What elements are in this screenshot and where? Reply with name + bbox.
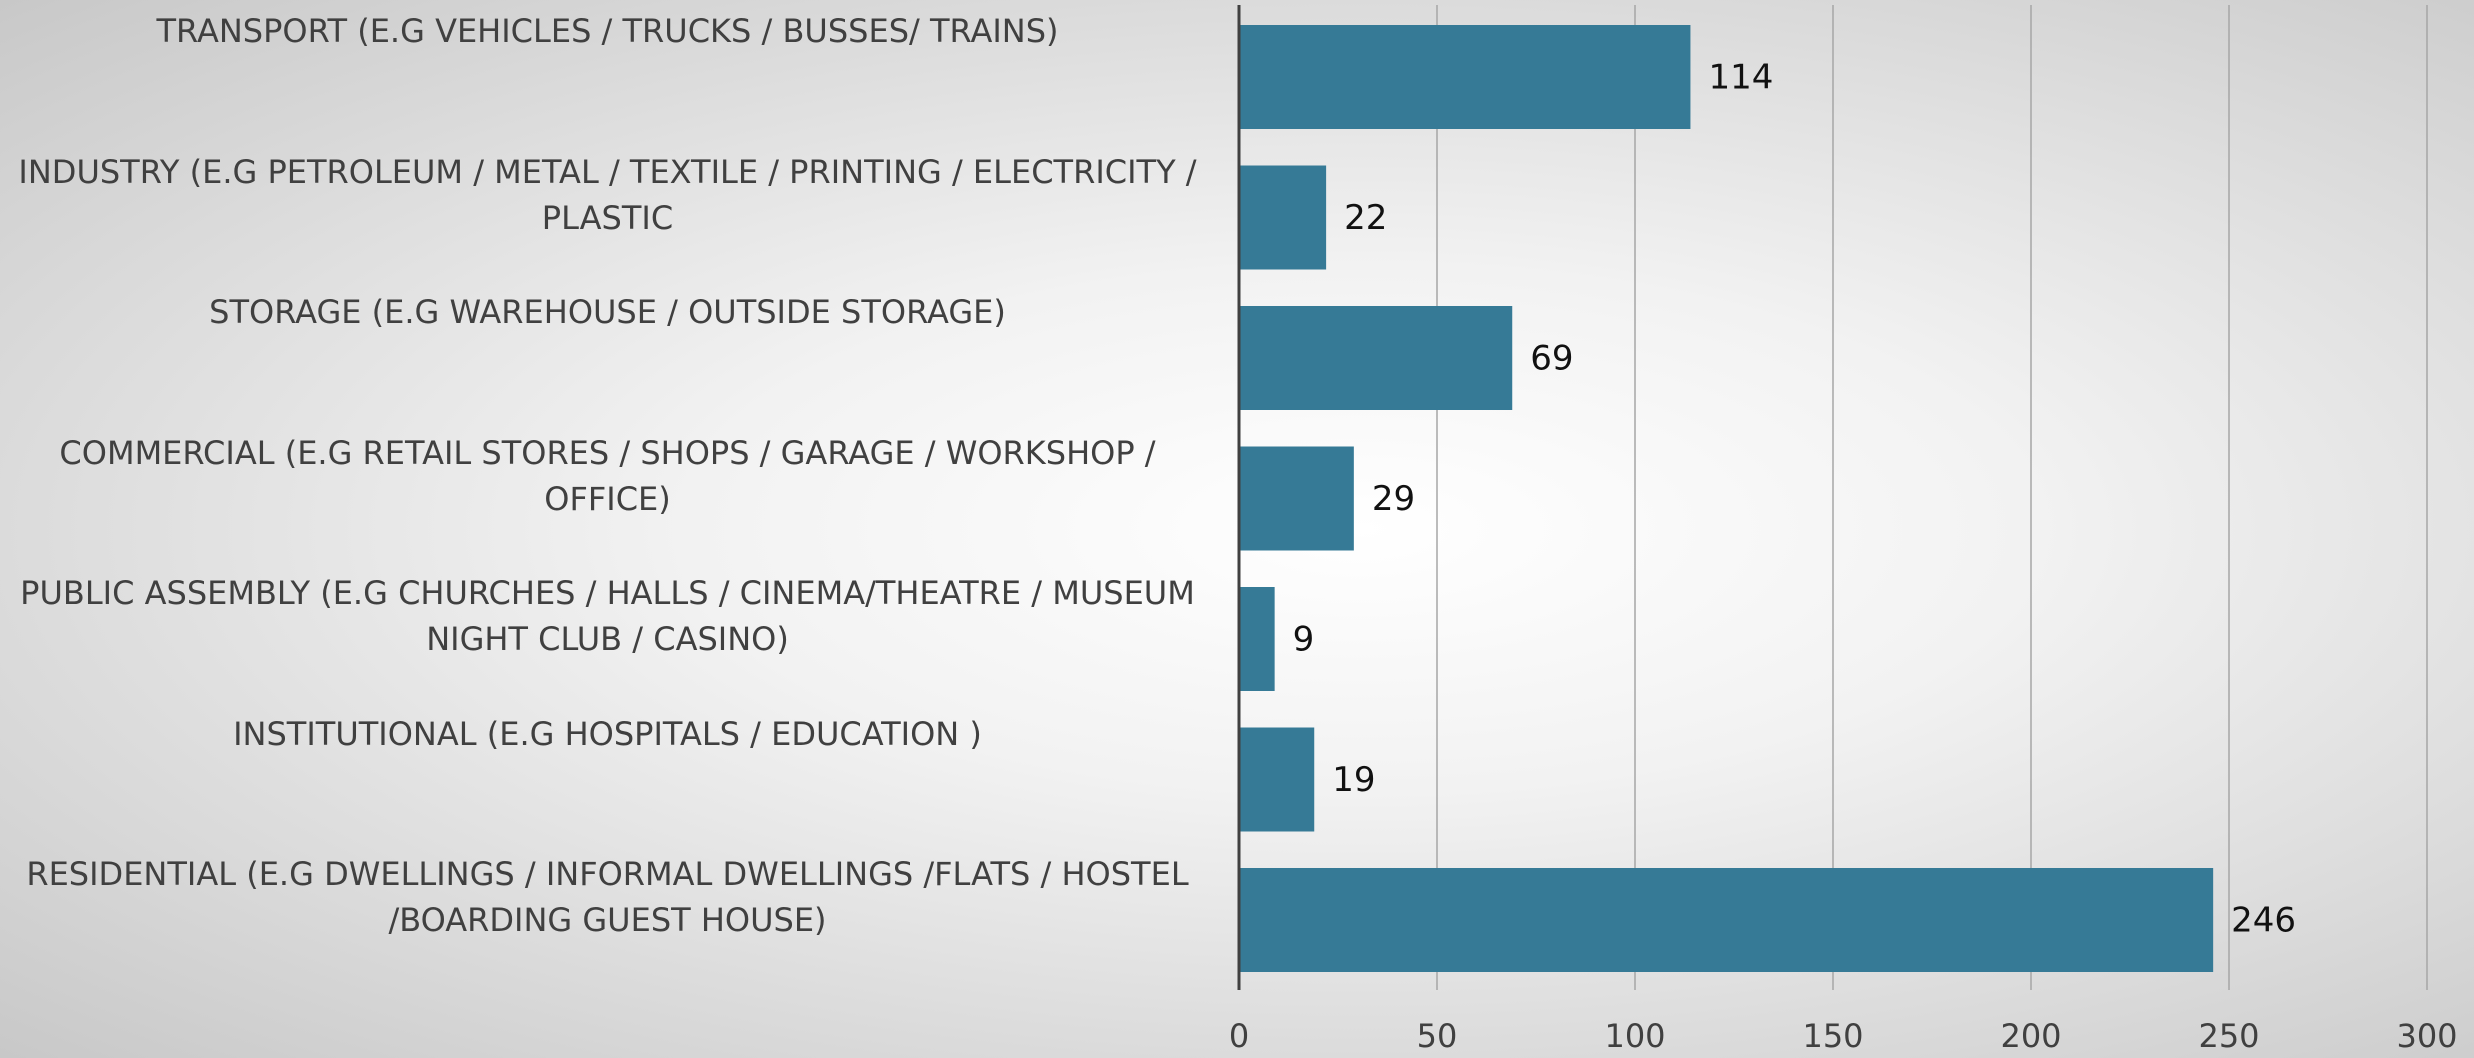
bar: [1239, 165, 1327, 270]
x-tick-label: 100: [1604, 1017, 1665, 1055]
bar: [1239, 446, 1354, 551]
category-label: PUBLIC ASSEMBLY (E.G CHURCHES / HALLS / …: [20, 574, 1195, 658]
category-label: INSTITUTIONAL (E.G HOSPITALS / EDUCATION…: [233, 714, 982, 753]
value-label: 114: [1708, 58, 1773, 98]
bar: [1239, 868, 2214, 972]
bar: [1239, 727, 1315, 832]
x-tick-label: 300: [2396, 1017, 2457, 1055]
bar: [1239, 587, 1275, 691]
x-tick-label: 150: [1802, 1017, 1863, 1055]
value-label: 22: [1344, 198, 1387, 238]
category-label: TRANSPORT (E.G VEHICLES / TRUCKS / BUSSE…: [156, 12, 1059, 50]
value-label: 29: [1372, 479, 1415, 519]
x-tick-label: 200: [2000, 1017, 2061, 1055]
value-label: 69: [1530, 339, 1573, 379]
value-label: 9: [1293, 620, 1315, 660]
x-tick-label: 250: [2198, 1017, 2259, 1055]
bar: [1239, 25, 1691, 129]
bar: [1239, 306, 1513, 410]
value-label: 246: [2231, 901, 2296, 941]
value-label: 19: [1332, 760, 1375, 800]
x-tick-label: 50: [1417, 1017, 1458, 1055]
category-label: COMMERCIAL (E.G RETAIL STORES / SHOPS / …: [59, 433, 1156, 518]
category-label: INDUSTRY (E.G PETROLEUM / METAL / TEXTIL…: [18, 152, 1197, 237]
category-label: STORAGE (E.G WAREHOUSE / OUTSIDE STORAGE…: [209, 293, 1006, 331]
x-tick-label: 0: [1229, 1017, 1249, 1055]
category-label: RESIDENTIAL (E.G DWELLINGS / INFORMAL DW…: [26, 855, 1189, 939]
